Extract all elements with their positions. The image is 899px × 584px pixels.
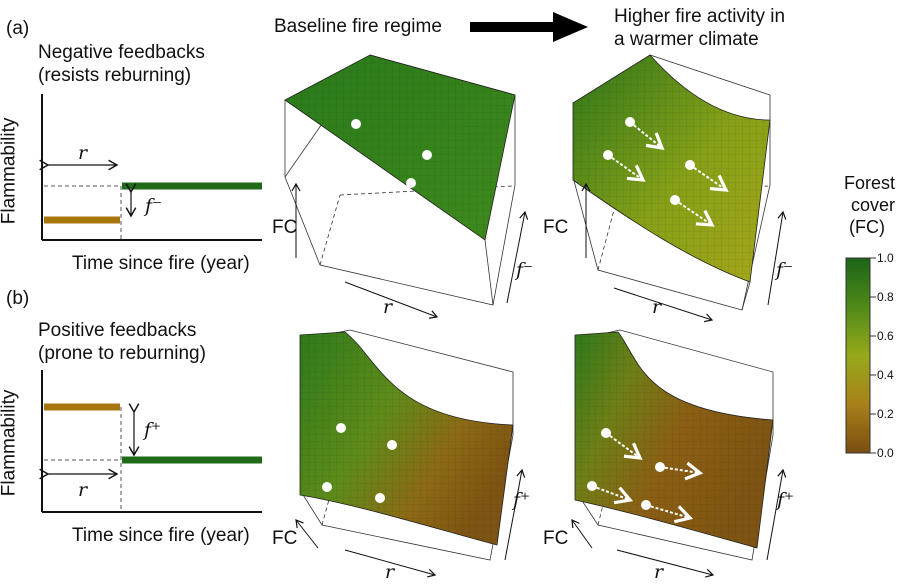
surface-bottom-baseline	[295, 329, 526, 578]
r-axis-label-3: r	[385, 561, 395, 583]
header-arrow	[470, 12, 588, 42]
panel-a-xlabel: Time since fire (year)	[72, 253, 250, 274]
surface-bottom-warmer	[571, 329, 787, 578]
colorbar-tick-2: 0.8	[877, 290, 894, 304]
panel-a-step-plot	[39, 94, 262, 241]
panel-b-f-label: f⁺	[144, 419, 162, 441]
f-axis-label-4: f⁺	[777, 489, 795, 511]
colorbar-tick-6: 0.0	[877, 446, 894, 460]
colorbar-tick-5: 0.2	[877, 407, 894, 421]
panel-b-ylabel: Flammability	[0, 389, 20, 497]
r-axis-label-1: r	[383, 296, 393, 318]
colorbar-title-line3: (FC)	[849, 217, 885, 237]
fc-axis-label-3: FC	[272, 528, 298, 549]
panel-b-xlabel: Time since fire (year)	[72, 525, 250, 546]
panel-b-r-label: r	[78, 479, 88, 501]
panel-b-label: (b)	[6, 288, 30, 309]
surface-top-warmer	[572, 54, 787, 323]
panel-b-title-line2: (prone to reburning)	[38, 343, 206, 364]
baseline-header: Baseline fire regime	[274, 16, 442, 37]
panel-a-label: (a)	[6, 18, 30, 39]
panel-a-ylabel: Flammability	[0, 117, 20, 225]
panel-b-title-line1: Positive feedbacks	[38, 320, 197, 341]
f-axis-label-2: f⁻	[776, 259, 794, 281]
colorbar-tick-1: 1.0	[877, 251, 894, 265]
warmer-header-line1: Higher fire activity in	[614, 6, 786, 27]
panel-a-title-line1: Negative feedbacks	[38, 42, 205, 63]
fc-axis-label-2: FC	[543, 217, 569, 238]
r-axis-label-4: r	[654, 561, 664, 583]
colorbar-title-line1: Forest	[844, 173, 896, 193]
f-axis-label-1: f⁻	[516, 259, 534, 281]
warmer-header-line2: a warmer climate	[614, 29, 759, 50]
colorbar-tick-3: 0.6	[877, 329, 894, 343]
panel-b-step-plot	[39, 370, 262, 513]
fc-axis-label-4: FC	[543, 528, 569, 549]
colorbar-title-line2: cover	[851, 195, 896, 215]
r-axis-label-2: r	[652, 296, 662, 318]
fc-axis-label-1: FC	[272, 217, 298, 238]
panel-a-title-line2: (resists reburning)	[38, 65, 192, 86]
panel-a-r-label: r	[78, 142, 88, 164]
panel-a-f-label: f⁻	[145, 195, 163, 217]
f-axis-label-3: f⁺	[513, 489, 531, 511]
surface-top-baseline	[284, 54, 529, 319]
colorbar-tick-4: 0.4	[877, 368, 894, 382]
colorbar	[845, 257, 876, 454]
